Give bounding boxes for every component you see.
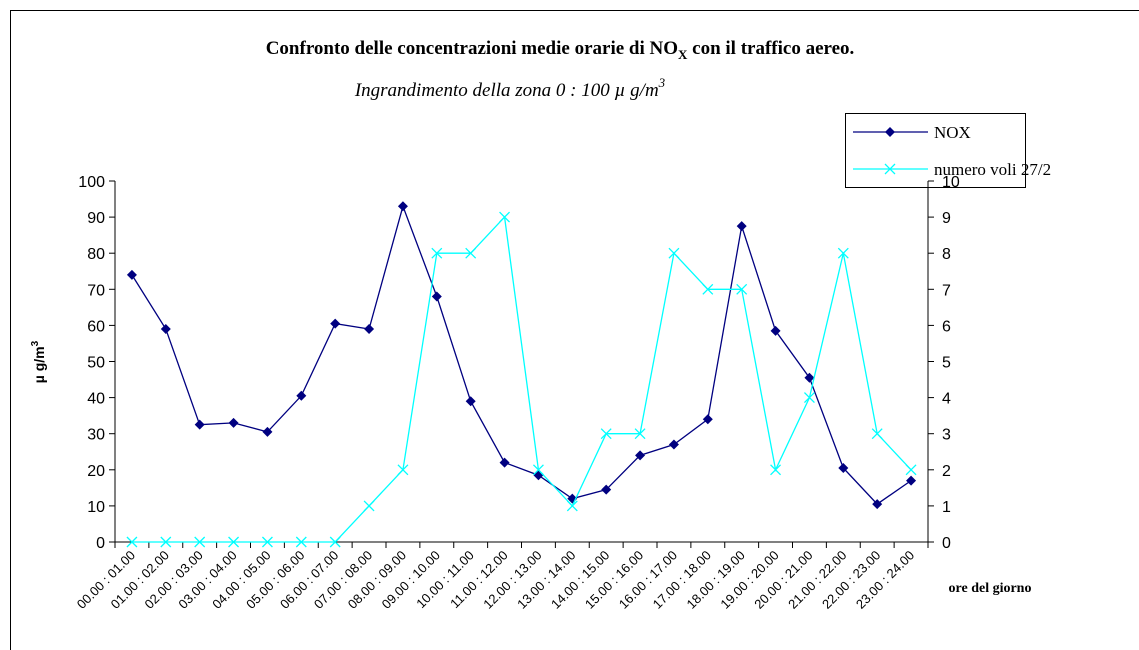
data-point xyxy=(566,500,578,512)
y-tick-label: 100 xyxy=(78,174,105,191)
data-point xyxy=(770,325,781,336)
data-point xyxy=(804,372,815,383)
data-point xyxy=(330,318,341,329)
y-axis-label: µ g/m3 xyxy=(30,340,47,383)
data-point xyxy=(397,201,408,212)
data-point xyxy=(397,464,409,476)
data-point xyxy=(635,450,646,461)
y-tick-label: 10 xyxy=(87,499,105,516)
y2-tick-label: 9 xyxy=(942,210,951,227)
data-point xyxy=(329,536,341,548)
y-tick-label: 80 xyxy=(87,246,105,263)
y-tick-label: 90 xyxy=(87,210,105,227)
data-point xyxy=(533,470,544,481)
legend-box xyxy=(845,113,1026,188)
y2-tick-label: 3 xyxy=(942,427,951,444)
data-point xyxy=(905,464,917,476)
y2-tick-label: 1 xyxy=(942,499,951,516)
data-point xyxy=(431,291,442,302)
y-tick-label: 50 xyxy=(87,355,105,372)
data-point xyxy=(194,419,205,430)
data-point xyxy=(364,324,375,335)
data-point xyxy=(499,211,511,223)
data-point xyxy=(261,536,273,548)
x-axis-label: ore del giorno xyxy=(949,581,1032,596)
data-point xyxy=(702,283,714,295)
data-point xyxy=(295,536,307,548)
data-point xyxy=(363,500,375,512)
y2-tick-label: 10 xyxy=(942,174,960,191)
y2-tick-label: 4 xyxy=(942,391,951,408)
data-point xyxy=(194,536,206,548)
data-point xyxy=(499,457,510,468)
data-point xyxy=(871,428,883,440)
data-point xyxy=(296,390,307,401)
data-point xyxy=(262,426,273,437)
data-point xyxy=(601,484,612,495)
data-point xyxy=(431,247,443,259)
y2-tick-label: 7 xyxy=(942,282,951,299)
data-point xyxy=(736,283,748,295)
chart-border xyxy=(10,10,1139,650)
y2-tick-label: 8 xyxy=(942,246,951,263)
data-point xyxy=(803,392,815,404)
legend-marker xyxy=(884,163,896,175)
legend-label: NOX xyxy=(934,123,971,142)
series-line xyxy=(131,204,912,505)
data-point xyxy=(770,464,782,476)
chart-title: Confronto delle concentrazioni medie ora… xyxy=(266,38,855,62)
data-point xyxy=(668,247,680,259)
data-point xyxy=(228,536,240,548)
data-point xyxy=(837,247,849,259)
data-point xyxy=(838,462,849,473)
data-point xyxy=(160,536,172,548)
data-point xyxy=(600,428,612,440)
y-tick-label: 0 xyxy=(96,535,105,552)
data-point xyxy=(126,536,138,548)
data-point xyxy=(465,247,477,259)
y-tick-label: 30 xyxy=(87,427,105,444)
data-point xyxy=(160,324,171,335)
data-point xyxy=(532,464,544,476)
y2-tick-label: 5 xyxy=(942,355,951,372)
y2-tick-label: 0 xyxy=(942,535,951,552)
data-point xyxy=(906,475,917,486)
y-tick-label: 60 xyxy=(87,318,105,335)
data-point xyxy=(668,439,679,450)
y-tick-label: 70 xyxy=(87,282,105,299)
data-point xyxy=(702,414,713,425)
data-point xyxy=(465,396,476,407)
y2-tick-label: 6 xyxy=(942,318,951,335)
series-line xyxy=(131,215,912,543)
data-point xyxy=(872,499,883,510)
data-point xyxy=(736,221,747,232)
data-point xyxy=(126,269,137,280)
legend-label: numero voli 27/2 xyxy=(934,160,1051,179)
y2-tick-label: 2 xyxy=(942,463,951,480)
y-tick-label: 20 xyxy=(87,463,105,480)
chart-subtitle: Ingrandimento della zona 0 : 100 µ g/m3 xyxy=(354,75,666,101)
y-tick-label: 40 xyxy=(87,391,105,408)
data-point xyxy=(228,417,239,428)
legend: NOX numero voli 27/2 xyxy=(845,113,1051,188)
legend-marker xyxy=(885,127,895,137)
data-point xyxy=(634,428,646,440)
